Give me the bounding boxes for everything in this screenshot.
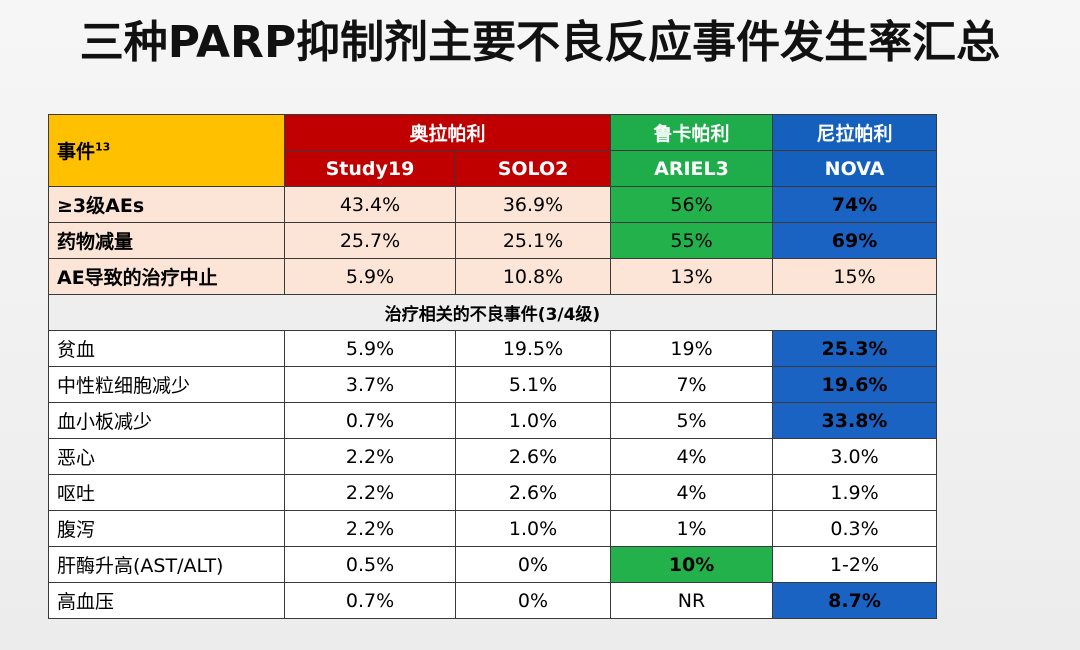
table-row: 呕吐 2.2% 2.6% 4% 1.9%	[48, 474, 938, 511]
value-cell: 1.0%	[454, 510, 612, 547]
section-row: 治疗相关的不良事件(3/4级)	[47, 294, 938, 331]
table-row: 贫血 5.9% 19.5% 19% 25.3%	[48, 330, 938, 367]
value-cell: 2.2%	[284, 510, 456, 547]
event-label: 高血压	[48, 582, 285, 619]
table-row: 肝酶升高(AST/ALT) 0.5% 0% 10% 1-2%	[48, 546, 938, 583]
value-cell: 1.9%	[772, 474, 938, 511]
value-cell: 4%	[610, 438, 774, 475]
value-cell: NR	[610, 582, 774, 619]
event-label: 恶心	[48, 438, 285, 475]
header-row-studies: Study19 SOLO2 ARIEL3 NOVA	[49, 150, 938, 187]
value-cell: 5%	[610, 402, 774, 439]
event-label: 中性粒细胞减少	[48, 366, 285, 403]
study-header-ariel3: ARIEL3	[610, 150, 774, 187]
value-cell: 2.6%	[454, 474, 612, 511]
value-cell: 0.3%	[772, 510, 938, 547]
drug-header-olaparib: 奥拉帕利	[283, 114, 612, 151]
table-row: 高血压 0.7% 0% NR 8.7%	[48, 582, 938, 619]
value-cell: 74%	[772, 186, 938, 223]
drug-header-rucaparib: 鲁卡帕利	[610, 114, 774, 151]
value-cell: 0.7%	[284, 582, 456, 619]
value-cell: 56%	[610, 186, 774, 223]
event-column-header: 事件13	[48, 114, 285, 187]
value-cell: 55%	[610, 222, 774, 259]
value-cell: 69%	[772, 222, 938, 259]
value-cell: 36.9%	[454, 186, 612, 223]
study-header-solo2: SOLO2	[454, 150, 612, 187]
value-cell: 1%	[610, 510, 774, 547]
value-cell: 3.7%	[284, 366, 456, 403]
value-cell: 25.1%	[454, 222, 612, 259]
value-cell: 2.2%	[284, 474, 456, 511]
value-cell: 19.5%	[454, 330, 612, 367]
table-row: AE导致的治疗中止 5.9% 10.8% 13% 15%	[48, 258, 938, 295]
study-header-nova: NOVA	[772, 150, 938, 187]
drug-header-niraparib: 尼拉帕利	[772, 114, 938, 151]
value-cell: 43.4%	[284, 186, 456, 223]
section-label: 治疗相关的不良事件(3/4级)	[47, 294, 938, 331]
adverse-events-table: 事件13 奥拉帕利 鲁卡帕利 尼拉帕利 Study19 SOLO2 ARIEL3…	[47, 114, 938, 619]
value-cell: 5.1%	[454, 366, 612, 403]
value-cell: 10.8%	[454, 258, 612, 295]
event-label: 肝酶升高(AST/ALT)	[48, 546, 285, 583]
value-cell: 0%	[454, 582, 612, 619]
table-row: 腹泻 2.2% 1.0% 1% 0.3%	[48, 510, 938, 547]
value-cell: 5.9%	[284, 258, 456, 295]
value-cell: 0.7%	[284, 402, 456, 439]
header-row-drugs: 事件13 奥拉帕利 鲁卡帕利 尼拉帕利	[48, 114, 938, 187]
table-row: 血小板减少 0.7% 1.0% 5% 33.8%	[48, 402, 938, 439]
slide-title: 三种PARP抑制剂主要不良反应事件发生率汇总	[79, 17, 1001, 68]
value-cell: 25.3%	[772, 330, 938, 367]
value-cell: 33.8%	[772, 402, 938, 439]
event-label: AE导致的治疗中止	[48, 258, 285, 295]
value-cell: 19%	[610, 330, 774, 367]
event-label: 贫血	[48, 330, 285, 367]
value-cell: 5.9%	[284, 330, 456, 367]
value-cell: 4%	[610, 474, 774, 511]
value-cell: 15%	[772, 258, 938, 295]
value-cell: 3.0%	[772, 438, 938, 475]
table-row: ≥3级AEs 43.4% 36.9% 56% 74%	[48, 186, 938, 223]
event-label: 药物减量	[48, 222, 285, 259]
value-cell: 1.0%	[454, 402, 612, 439]
value-cell: 10%	[610, 546, 774, 583]
value-cell: 2.2%	[284, 438, 456, 475]
table-row: 恶心 2.2% 2.6% 4% 3.0%	[48, 438, 938, 475]
value-cell: 1-2%	[772, 546, 938, 583]
study-header-study19: Study19	[284, 150, 456, 187]
value-cell: 13%	[610, 258, 774, 295]
value-cell: 0%	[454, 546, 612, 583]
event-label: 腹泻	[48, 510, 285, 547]
value-cell: 2.6%	[454, 438, 612, 475]
table-row: 中性粒细胞减少 3.7% 5.1% 7% 19.6%	[48, 366, 938, 403]
value-cell: 19.6%	[772, 366, 938, 403]
event-label: 呕吐	[48, 474, 285, 511]
value-cell: 0.5%	[284, 546, 456, 583]
value-cell: 8.7%	[772, 582, 938, 619]
event-label: ≥3级AEs	[48, 186, 285, 223]
table-row: 药物减量 25.7% 25.1% 55% 69%	[48, 222, 938, 259]
value-cell: 25.7%	[284, 222, 456, 259]
event-label: 血小板减少	[48, 402, 285, 439]
value-cell: 7%	[610, 366, 774, 403]
